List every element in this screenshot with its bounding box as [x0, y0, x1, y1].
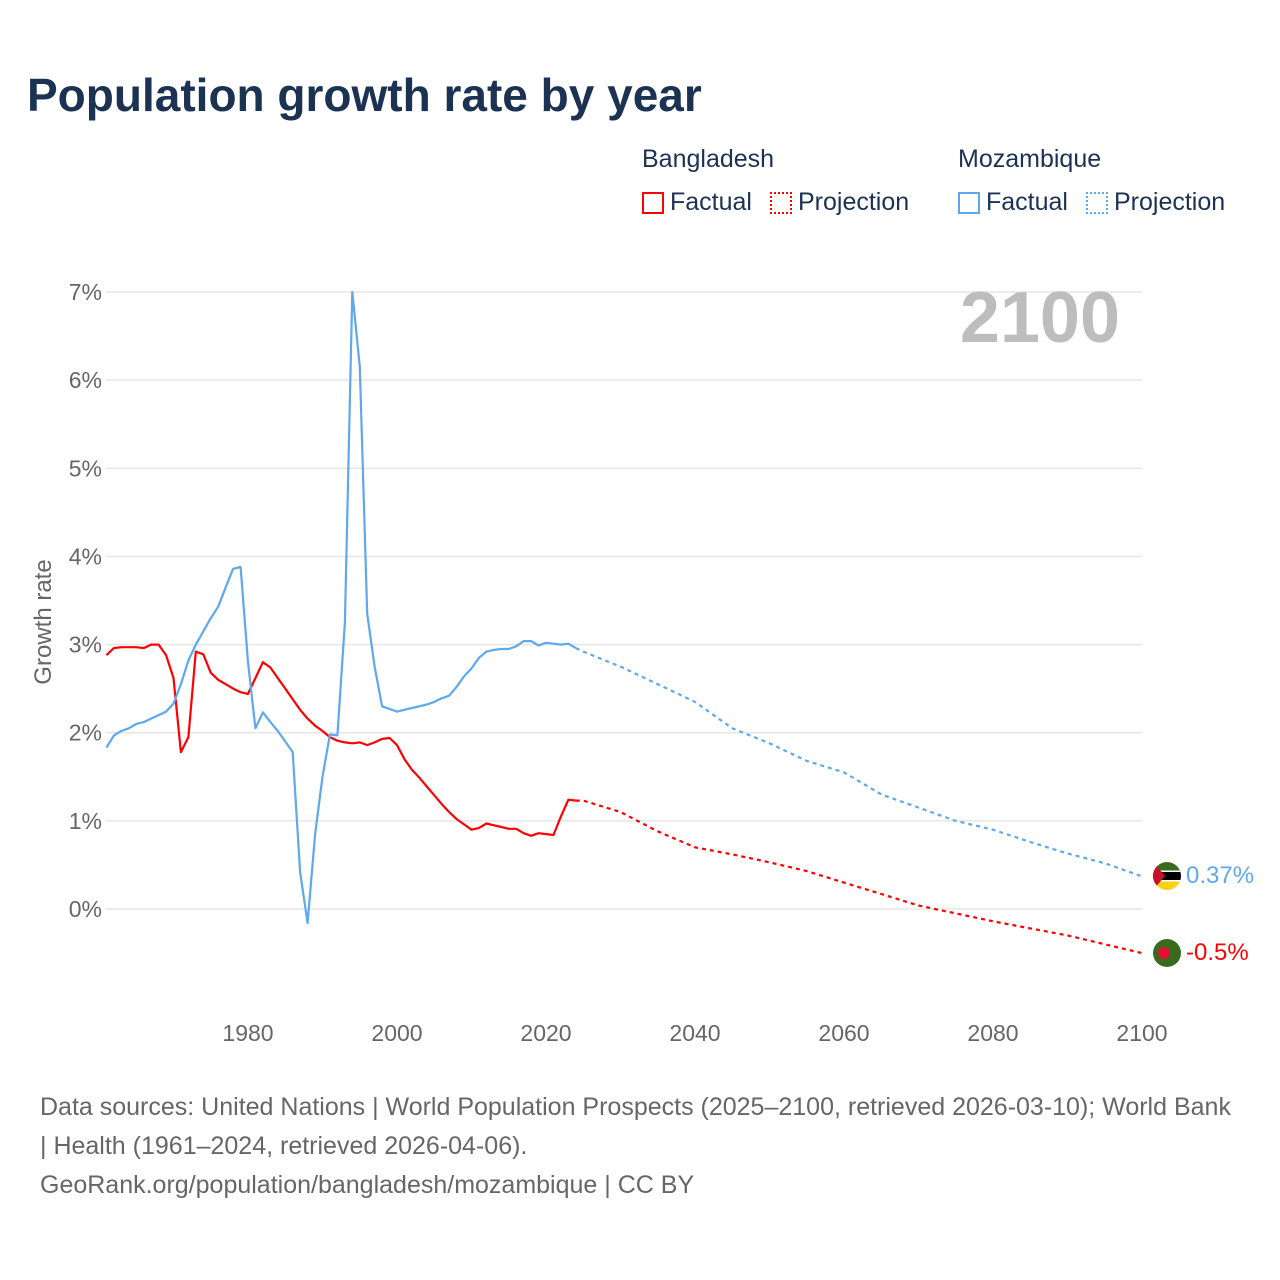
- legend-group-label: Bangladesh: [642, 145, 775, 173]
- y-tick-label: 1%: [69, 808, 102, 834]
- attribution-link[interactable]: GeoRank.org/population/bangladesh/mozamb…: [40, 1171, 695, 1199]
- x-tick-label: 2040: [669, 1020, 720, 1046]
- legend-bangladesh: Bangladesh Factual Projection: [642, 145, 909, 217]
- x-tick-label: 2020: [520, 1020, 571, 1046]
- y-tick-label: 7%: [69, 279, 102, 305]
- bangladesh-projection-line: [575, 799, 1143, 955]
- legend-label: Projection: [797, 188, 910, 216]
- legend-mozambique-projection[interactable]: Projection: [1085, 188, 1226, 217]
- dotted-swatch-icon: [769, 191, 792, 214]
- x-tick-label: 2100: [1116, 1020, 1167, 1046]
- x-tick-label: 2060: [818, 1020, 869, 1046]
- legend-mozambique: Mozambique Factual Projection: [958, 145, 1225, 217]
- legend-label: Projection: [1113, 188, 1226, 216]
- y-tick-label: 3%: [69, 632, 102, 658]
- bangladesh-flag-icon: [1153, 939, 1181, 967]
- legend-label: Factual: [986, 188, 1068, 216]
- legend-bangladesh-factual[interactable]: Factual: [642, 188, 752, 217]
- year-overlay: 2100: [960, 278, 1120, 358]
- y-tick-label: 2%: [69, 720, 102, 746]
- y-tick-label: 5%: [69, 455, 102, 481]
- x-tick-label: 2080: [967, 1020, 1018, 1046]
- legend-label: Factual: [670, 188, 752, 216]
- bangladesh-factual-line: [105, 643, 576, 837]
- legend-mozambique-factual[interactable]: Factual: [958, 188, 1068, 217]
- mozambique-flag-icon: [1153, 862, 1181, 890]
- chart-title: Population growth rate by year: [27, 69, 702, 121]
- footer: Data sources: United Nations | World Pop…: [40, 1088, 1240, 1205]
- mozambique-projection-line: [575, 647, 1143, 878]
- legend-bangladesh-projection[interactable]: Projection: [769, 188, 910, 217]
- x-tick-label: 2000: [371, 1020, 422, 1046]
- y-tick-label: 6%: [69, 367, 102, 393]
- legend-group-label: Mozambique: [958, 145, 1102, 173]
- x-tick-label: 1980: [222, 1020, 273, 1046]
- y-tick-label: 0%: [69, 896, 102, 922]
- y-axis-label: Growth rate: [30, 559, 57, 684]
- mozambique-factual-line: [105, 290, 577, 925]
- dotted-swatch-icon: [1085, 191, 1108, 214]
- solid-swatch-icon: [958, 191, 980, 214]
- y-tick-label: 4%: [69, 543, 102, 569]
- data-sources: Data sources: United Nations | World Pop…: [40, 1093, 1231, 1160]
- mozambique-end-label: 0.37%: [1186, 862, 1254, 889]
- bangladesh-end-label: -0.5%: [1186, 939, 1249, 966]
- solid-swatch-icon: [642, 191, 664, 214]
